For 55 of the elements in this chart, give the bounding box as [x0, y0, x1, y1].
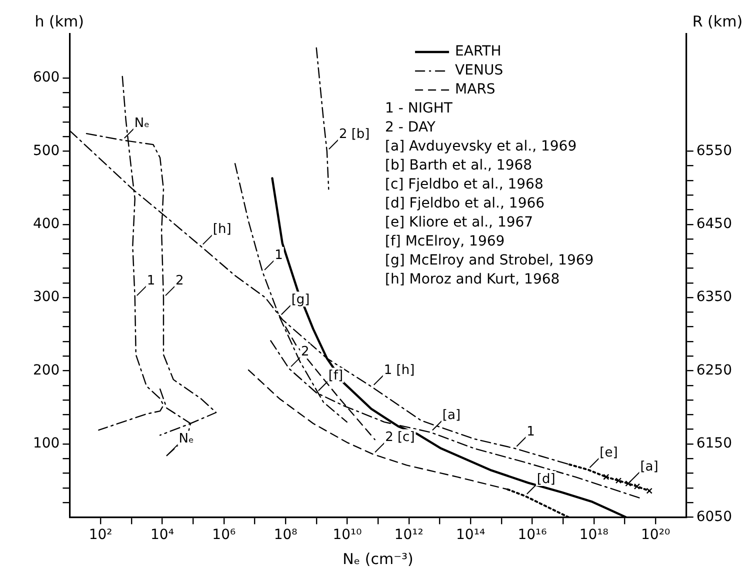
annotation: 2 [c]	[385, 430, 415, 446]
y2-axis-title: R (km)	[692, 12, 743, 30]
annotation: 2 - DAY	[385, 120, 436, 136]
legend-label: EARTH	[455, 44, 502, 60]
x-tick-label: 10¹⁴	[456, 527, 486, 544]
annotation: [f]	[328, 368, 344, 384]
x-tick-label: 10¹⁸	[579, 527, 609, 544]
y2-tick-label: 6150	[696, 436, 732, 452]
annotation: [e] Kliore et al., 1967	[385, 214, 534, 231]
annotation: [a] Avduyevsky et al., 1969	[385, 138, 577, 155]
legend-label: MARS	[455, 82, 496, 98]
annotation: 1	[146, 273, 156, 288]
x-tick-label: 10⁶	[212, 527, 236, 544]
x-axis-title: Nₑ (cm⁻³)	[342, 550, 414, 568]
annotation: 2	[301, 344, 310, 360]
annotation: [e]	[600, 445, 618, 460]
annotation: [a]	[640, 459, 658, 474]
y-tick-label: 600	[32, 70, 60, 86]
y2-tick-label: 6050	[696, 508, 732, 525]
x-tick-label: 10²⁰	[641, 527, 670, 544]
x-tick-label: 10¹⁰	[332, 527, 362, 544]
x-tick-label: 10⁴	[150, 527, 174, 544]
annotation: Nₑ	[134, 116, 150, 132]
annotation: [b] Barth et al., 1968	[385, 158, 532, 174]
annotation: [h]	[212, 222, 232, 238]
legend-label: VENUS	[455, 62, 504, 79]
y-tick-label: 500	[32, 142, 60, 159]
annotation: [c] Fjeldbo et al., 1968	[385, 176, 544, 193]
annotation: 1	[274, 248, 283, 263]
y2-tick-label: 6350	[696, 289, 732, 306]
x-tick-label: 10¹⁶	[518, 527, 548, 544]
y2-tick-label: 6550	[696, 142, 732, 159]
y-tick-label: 300	[32, 289, 60, 306]
annotation: 2 [b]	[338, 127, 370, 142]
y-tick-label: 100	[32, 436, 60, 452]
annotation: Nₑ	[178, 432, 194, 447]
annotation: 2	[175, 273, 184, 288]
annotation: 1	[526, 424, 535, 440]
annotation: [d] Fjeldbo et al., 1966	[385, 196, 545, 212]
annotation: [g] McElroy and Strobel, 1969	[385, 252, 594, 269]
annotation: 1 [h]	[384, 362, 415, 378]
x-tick-label: 10¹²	[394, 527, 424, 544]
x-tick-label: 10⁸	[274, 527, 298, 544]
annotation: [d]	[536, 472, 556, 487]
y2-tick-label: 6450	[696, 216, 732, 232]
annotation: [f] McElroy, 1969	[385, 234, 505, 250]
annotation: [g]	[291, 292, 310, 308]
annotation: 1 - NIGHT	[385, 100, 453, 117]
x-tick-label: 10²	[88, 527, 112, 544]
y-axis-title: h (km)	[34, 12, 84, 30]
y2-tick-label: 6250	[696, 362, 732, 378]
annotation: [a]	[442, 408, 461, 424]
y-tick-label: 200	[32, 362, 60, 378]
annotation: [h] Moroz and Kurt, 1968	[385, 272, 560, 288]
y-tick-label: 400	[32, 216, 60, 232]
